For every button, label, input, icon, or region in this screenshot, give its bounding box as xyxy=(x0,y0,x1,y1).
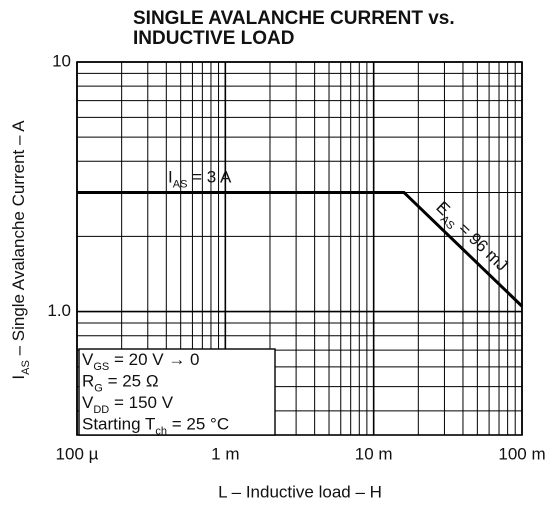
condition-text-part: = 25 °C xyxy=(167,415,229,434)
condition-text: RG = 25 Ω xyxy=(82,372,159,394)
annotation: IAS = 3 A xyxy=(168,168,232,190)
condition-text-part: = 150 V xyxy=(109,393,173,412)
condition-text: VGS = 20 V → 0 xyxy=(82,350,200,372)
condition-text-part: R xyxy=(82,372,94,391)
condition-text-part: V xyxy=(82,350,94,369)
condition-text-part: GS xyxy=(93,361,109,373)
annotation-part: = 3 A xyxy=(187,168,232,187)
y-tick-label: 10 xyxy=(52,51,71,70)
x-tick-label: 10 m xyxy=(355,444,393,463)
condition-text-part: DD xyxy=(93,404,109,416)
chart-title: INDUCTIVE LOAD xyxy=(133,28,295,49)
annotation-part: AS xyxy=(173,178,188,190)
conditions-box xyxy=(78,348,276,436)
condition-text-part: Starting T xyxy=(82,415,155,434)
y-tick-label: 1.0 xyxy=(47,301,71,320)
x-tick-label: 1 m xyxy=(211,444,239,463)
condition-text-part: ch xyxy=(155,425,167,437)
condition-text-part: = 25 Ω xyxy=(103,372,159,391)
condition-text: Starting Tch = 25 °C xyxy=(82,415,229,437)
chart-title: SINGLE AVALANCHE CURRENT vs. xyxy=(133,8,455,29)
y-axis-label: IAS – Single Avalanche Current – A xyxy=(9,120,31,380)
y-axis-label-part: AS xyxy=(20,360,32,375)
condition-text-part: G xyxy=(94,382,103,394)
condition-text-part: = 20 V → 0 xyxy=(109,350,199,369)
data-line xyxy=(77,190,524,308)
plot-frame xyxy=(76,61,523,436)
y-axis-label-part: – Single Avalanche Current – A xyxy=(9,120,28,360)
x-tick-label: 100 µ xyxy=(56,444,99,463)
condition-text: VDD = 150 V xyxy=(82,393,174,415)
x-axis-label: L – Inductive load – H xyxy=(218,482,382,501)
x-tick-label: 100 m xyxy=(498,444,545,463)
annotation-part: I xyxy=(168,168,173,187)
condition-text-part: V xyxy=(82,393,94,412)
y-axis-label-part: I xyxy=(9,375,28,380)
